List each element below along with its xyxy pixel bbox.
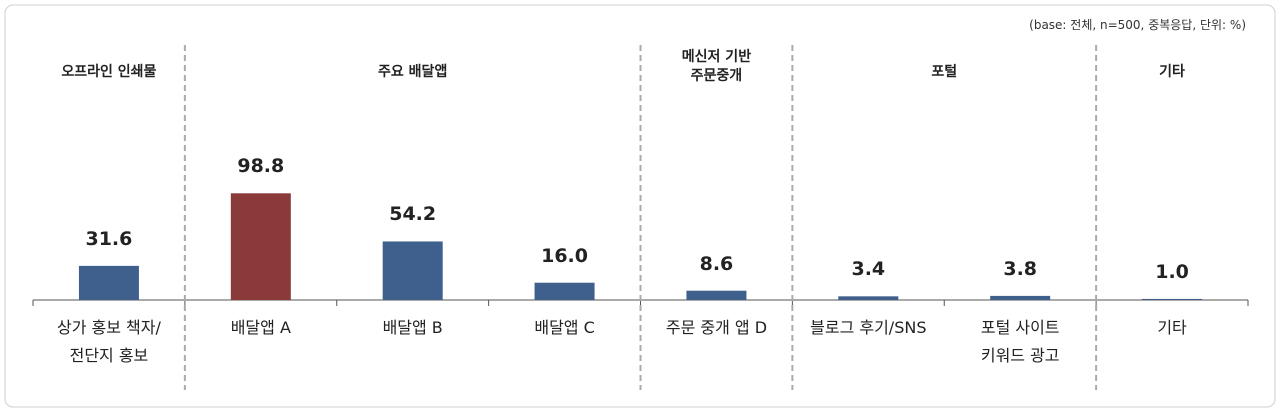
bar [78,265,139,300]
value-label: 98.8 [237,155,285,178]
group-label: 포털 [931,64,958,80]
bar [230,193,291,300]
value-label: 8.6 [699,252,734,275]
note: (base: 전체, n=500, 중복응답, 단위: %) [1029,18,1246,32]
x-tick-label: 배달앱 B [382,318,443,337]
x-tick-label: 기타 [1157,318,1187,337]
x-tick-label: 포털 사이트 키워드 광고 [980,318,1060,365]
x-tick-label: 블로그 후기/SNS [810,318,927,337]
bar [990,295,1051,300]
x-tick-label: 주문 중개 앱 D [665,318,768,337]
value-label: 31.6 [85,227,133,250]
bar [382,241,443,300]
group-label: 메신저 기반 주문중개 [681,49,752,84]
x-tick-label: 상가 홍보 책자/ 전단지 홍보 [56,318,161,365]
x-tick-label: 배달앱 C [534,318,595,337]
value-label: 54.2 [389,203,437,226]
group-label: 주요 배달앱 [378,64,448,80]
group-label: 오프라인 인쇄물 [61,64,157,80]
x-tick-label: 배달앱 A [230,318,291,337]
frame [4,4,1276,408]
bar [1142,298,1203,300]
bar [534,282,595,300]
value-label: 1.0 [1155,260,1189,283]
value-label: 16.0 [541,244,588,267]
group-label: 기타 [1159,64,1185,80]
value-label: 3.8 [1003,257,1038,280]
bar [686,290,747,300]
bar [838,296,899,300]
value-label: 3.4 [851,258,886,281]
